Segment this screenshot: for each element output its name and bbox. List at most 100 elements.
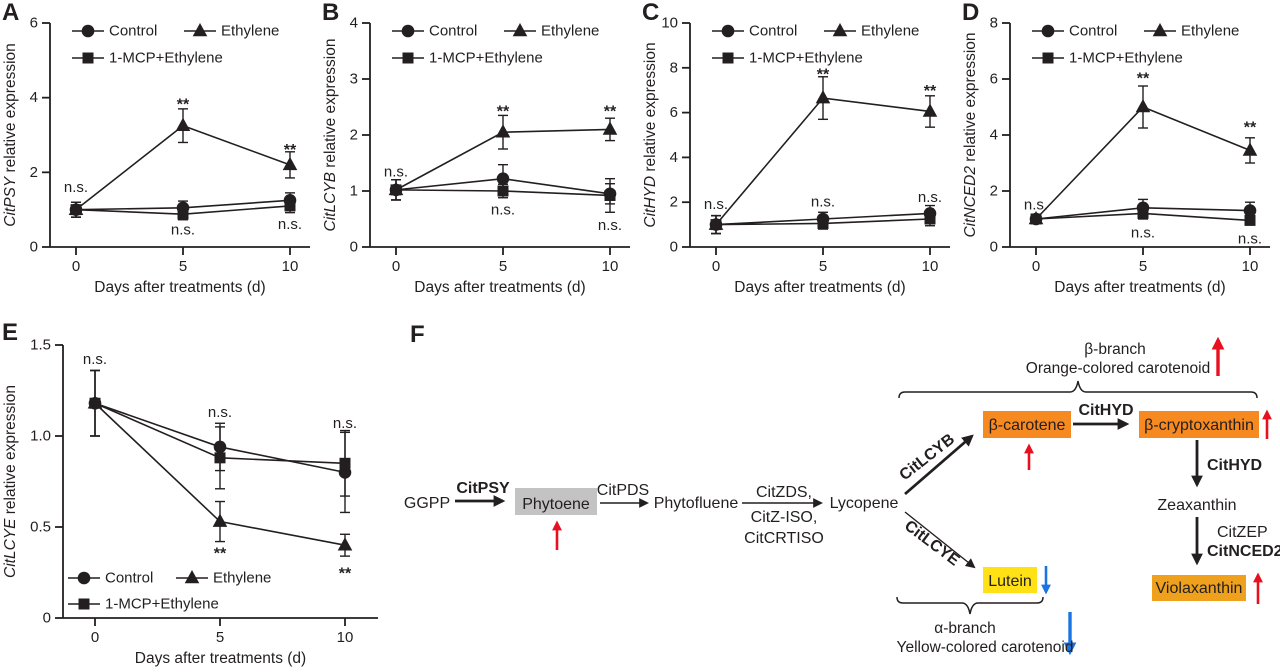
annotation-ns: n.s. (208, 404, 232, 421)
y-tick-label: 2 (350, 127, 358, 144)
y-axis-label: CitLCYB relative expression (322, 39, 339, 232)
legend-label: Ethylene (861, 23, 919, 40)
y-tick-label: 4 (990, 127, 998, 144)
arrow-lycopene-to-beta-carotene (904, 434, 974, 496)
y-tick-label: 0 (670, 239, 678, 256)
y-tick-label: 4 (350, 15, 358, 32)
axes (42, 22, 310, 255)
y-axis-label: CitHYD relative expression (642, 42, 659, 227)
y-tick-label: 0 (30, 239, 38, 256)
annotation-significant: ** (1137, 71, 1150, 88)
legend-label: Control (749, 23, 797, 40)
node-phytoene: Phytoene (522, 496, 590, 513)
legend-label: Control (429, 23, 477, 40)
x-tick-label: 10 (337, 629, 354, 646)
annotation-significant: ** (817, 66, 830, 83)
alpha-branch-label-1: α-branch (934, 620, 996, 637)
x-tick-label: 0 (1032, 258, 1040, 275)
node-zeaxanthin: Zeaxanthin (1157, 497, 1236, 514)
x-tick-label: 5 (179, 258, 187, 275)
legend-label: Ethylene (221, 23, 279, 40)
annotation-ns: n.s. (1131, 225, 1155, 242)
y-tick-label: 2 (670, 194, 678, 211)
annotation-ns: n.s. (384, 163, 408, 180)
annotation-ns: n.s. (811, 194, 835, 211)
y-tick-label: 10 (661, 15, 678, 32)
x-tick-label: 10 (1242, 258, 1259, 275)
enzyme-citlcye: CitLCYE (901, 517, 963, 569)
y-axis-label: CitLCYE relative expression (2, 385, 19, 578)
y-tick-label: 0 (43, 610, 51, 627)
panel-letter-f: F (410, 321, 425, 348)
x-axis-label: Days after treatments (d) (1054, 279, 1225, 296)
x-axis-label: Days after treatments (d) (414, 279, 585, 296)
x-tick-label: 10 (922, 258, 939, 275)
legend-label: 1-MCP+Ethylene (429, 50, 543, 67)
annotation-significant: ** (1244, 120, 1257, 137)
axes (55, 344, 378, 626)
legend-label: Ethylene (541, 23, 599, 40)
legend-label: Ethylene (213, 570, 271, 587)
y-tick-label: 6 (30, 15, 38, 32)
legend-label: Control (105, 570, 153, 587)
box-beta-carotene (983, 411, 1071, 438)
markers-1-MCP+Ethylene (710, 213, 936, 231)
legend-label: 1-MCP+Ethylene (1069, 50, 1183, 67)
markers-1-MCP+Ethylene (70, 200, 296, 220)
alpha-branch-label-2: Yellow-colored carotenoid (897, 639, 1074, 656)
annotation-significant: ** (924, 83, 937, 100)
beta-branch-label-2: Orange-colored carotenoid (1026, 360, 1210, 377)
annotation-ns: n.s. (64, 179, 88, 196)
arrow-lycopene-to-lutein (904, 511, 976, 569)
box-phytoene (515, 488, 597, 515)
x-tick-label: 5 (1139, 258, 1147, 275)
enzyme-cithyd-1: CitHYD (1078, 402, 1133, 419)
legend: Control Ethylene 1-MCP+Ethylene (68, 570, 271, 613)
node-ggpp: GGPP (404, 495, 450, 512)
x-tick-label: 5 (499, 258, 507, 275)
panel-letter-c: C (642, 0, 660, 26)
legend: Control Ethylene 1-MCP+Ethylene (72, 23, 279, 67)
x-tick-label: 10 (282, 258, 299, 275)
y-axis-label: CitPSY relative expression (2, 43, 19, 227)
panel-letter-a: A (2, 0, 20, 26)
enzyme-citcrtiso: CitCRTISO (744, 530, 824, 547)
enzyme-citnced2: CitNCED2 (1207, 543, 1280, 560)
x-tick-label: 0 (91, 629, 99, 646)
panel-letter-b: B (322, 0, 340, 26)
enzyme-citzep: CitZEP (1217, 524, 1268, 541)
beta-branch-brace (898, 380, 1258, 399)
x-tick-label: 5 (819, 258, 827, 275)
axes (362, 22, 630, 255)
legend-label: Control (109, 23, 157, 40)
y-tick-label: 8 (670, 59, 678, 76)
panel-a: A 0 2 4 6 0 5 10 Days after treatments (d) CitPS… (0, 0, 320, 312)
legend: Control Ethylene 1-MCP+Ethylene (1032, 23, 1239, 67)
legend-label: Control (1069, 23, 1117, 40)
chart-cithyd: 0 2 4 6 8 10 0 5 10 Days after treatments (d) CitH… (642, 15, 950, 296)
annotation-ns: n.s. (333, 415, 357, 432)
enzyme-citziso: CitZ-ISO, (751, 509, 818, 526)
annotation-ns: n.s. (598, 217, 622, 234)
legend-label: 1-MCP+Ethylene (105, 596, 219, 613)
x-tick-label: 10 (602, 258, 619, 275)
annotation-significant: ** (497, 103, 510, 120)
legend-label: Ethylene (1181, 23, 1239, 40)
box-beta-cryptoxanthin (1139, 411, 1259, 438)
annotation-ns: n.s. (1024, 197, 1048, 214)
annotation-ns: n.s. (171, 222, 195, 239)
node-beta-cryptoxanthin: β-cryptoxanthin (1144, 417, 1254, 434)
node-violaxanthin: Violaxanthin (1156, 580, 1243, 597)
annotation-significant: ** (339, 566, 352, 583)
box-lutein (983, 567, 1037, 593)
chart-citlcyb: 0 1 2 3 4 0 5 10 Days after treatments (d) CitLCY… (322, 15, 630, 296)
x-axis-label: Days after treatments (d) (135, 650, 306, 667)
y-tick-label: 2 (990, 183, 998, 200)
y-tick-label: 0.5 (30, 519, 51, 536)
y-tick-label: 6 (670, 104, 678, 121)
legend: Control Ethylene 1-MCP+Ethylene (392, 23, 599, 67)
annotation-ns: n.s. (278, 216, 302, 233)
node-lycopene: Lycopene (830, 495, 899, 512)
alpha-branch-brace (896, 596, 1044, 615)
